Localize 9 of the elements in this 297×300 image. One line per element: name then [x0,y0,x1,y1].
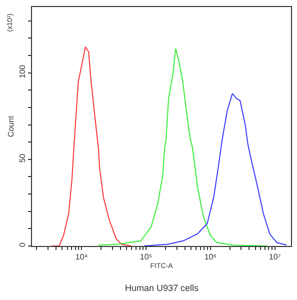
x-tick-label: 10⁶ [204,252,217,262]
y-tick-label: 100 [18,64,27,78]
x-tick-label: 10⁷ [268,252,281,262]
x-tick-label: 10⁴ [75,252,88,262]
y-axis-title: Count [6,115,16,138]
x-tick-label: 10⁵ [140,252,152,262]
text: Human U937 cells [125,283,200,293]
y-tick-label: 50 [18,153,27,163]
y-tick-label: 0 [18,242,27,248]
